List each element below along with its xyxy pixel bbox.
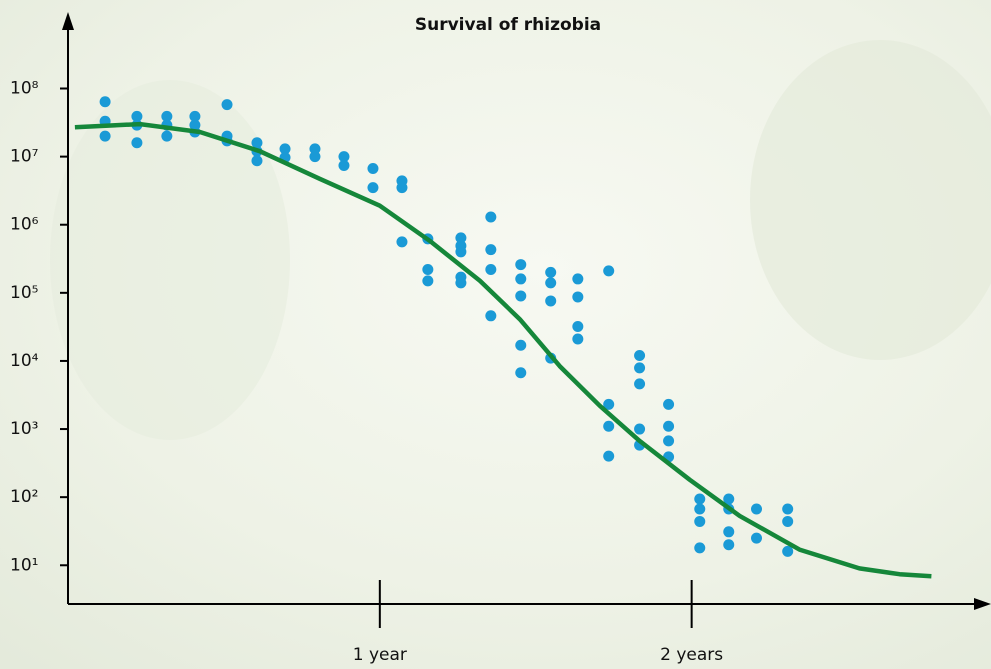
data-point: [694, 493, 705, 504]
data-point: [251, 155, 262, 166]
data-point: [694, 542, 705, 553]
data-point: [663, 399, 674, 410]
data-point: [515, 340, 526, 351]
chart-title: Survival of rhizobia: [415, 15, 601, 35]
data-point: [338, 160, 349, 171]
data-point: [694, 516, 705, 527]
data-point: [782, 504, 793, 515]
data-point: [515, 259, 526, 270]
data-point: [634, 424, 645, 435]
data-point: [100, 131, 111, 142]
data-point: [422, 275, 433, 286]
data-point: [515, 290, 526, 301]
data-point: [723, 526, 734, 537]
data-point: [396, 236, 407, 247]
data-point: [634, 378, 645, 389]
data-point: [309, 151, 320, 162]
data-point: [161, 131, 172, 142]
y-tick-label: 10¹: [10, 555, 38, 575]
data-point: [100, 96, 111, 107]
data-point: [367, 182, 378, 193]
data-point: [723, 539, 734, 550]
y-tick-label: 10⁶: [10, 215, 39, 235]
data-point: [367, 163, 378, 174]
x-tick-label: 2 years: [660, 645, 723, 665]
data-point: [751, 533, 762, 544]
y-tick-label: 10²: [10, 487, 38, 507]
data-point: [572, 333, 583, 344]
y-tick-label: 10⁴: [10, 351, 39, 371]
data-point: [396, 182, 407, 193]
data-point: [663, 435, 674, 446]
data-point: [572, 273, 583, 284]
data-point: [545, 295, 556, 306]
data-point: [603, 265, 614, 276]
data-point: [545, 267, 556, 278]
data-point: [422, 264, 433, 275]
data-point: [572, 291, 583, 302]
data-point: [131, 137, 142, 148]
data-point: [694, 504, 705, 515]
data-point: [515, 273, 526, 284]
data-point: [634, 350, 645, 361]
y-tick-label: 10⁵: [10, 283, 38, 303]
data-point: [782, 516, 793, 527]
data-point: [515, 367, 526, 378]
y-tick-label: 10³: [10, 419, 38, 439]
data-point: [572, 321, 583, 332]
data-point: [545, 277, 556, 288]
chart: Survival of rhizobia 10¹ 10² 10³ 10⁴ 10⁵ 10⁶ 1…: [0, 0, 991, 669]
y-tick-label: 10⁷: [10, 147, 39, 167]
data-point: [663, 421, 674, 432]
data-point: [485, 264, 496, 275]
x-tick-label: 1 year: [353, 645, 407, 665]
data-point: [603, 421, 614, 432]
data-point: [222, 99, 233, 110]
data-point: [485, 211, 496, 222]
data-point: [751, 504, 762, 515]
data-point: [603, 451, 614, 462]
data-point: [455, 246, 466, 257]
data-point: [485, 244, 496, 255]
data-point: [455, 277, 466, 288]
data-point: [485, 310, 496, 321]
y-tick-label: 10⁸: [10, 79, 39, 99]
data-point: [634, 362, 645, 373]
